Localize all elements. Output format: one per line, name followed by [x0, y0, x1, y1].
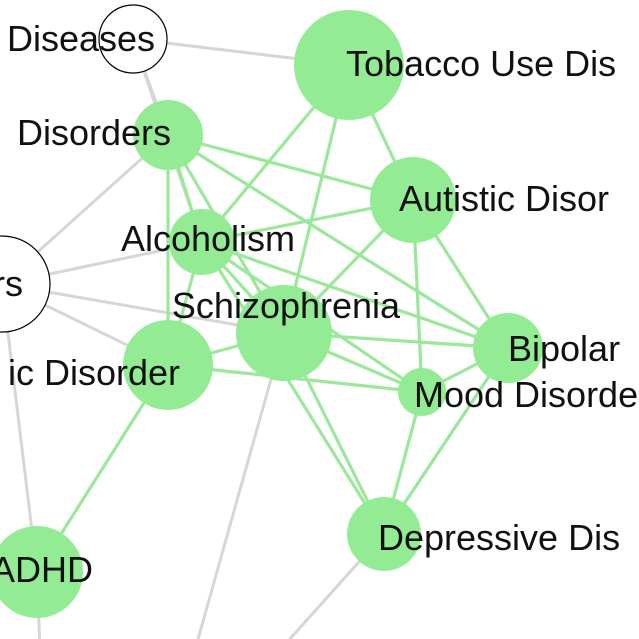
- node-alcoholism[interactable]: [169, 209, 235, 275]
- node-label-tobacco: Tobacco Use Dis: [346, 43, 616, 84]
- node-label-rs: rs: [0, 263, 23, 304]
- node-autistic[interactable]: [370, 157, 456, 243]
- node-labels: Diseases Disorders rs ic Disorder ADHD Tobacc…: [0, 18, 638, 590]
- node-diseases[interactable]: [98, 4, 168, 74]
- node-label-mood: Mood Disorde: [414, 374, 638, 415]
- edge-schizophrenia-offscreen_a: [196, 332, 286, 639]
- node-label-adhd: ADHD: [0, 549, 93, 590]
- node-schizophrenia[interactable]: [236, 285, 332, 381]
- node-label-diseases: Diseases: [7, 18, 155, 59]
- node-rs[interactable]: [0, 235, 51, 333]
- node-label-disorders: Disorders: [17, 112, 171, 153]
- node-depressive[interactable]: [347, 497, 421, 571]
- node-label-depressive: Depressive Dis: [378, 517, 620, 558]
- node-ic_disorder[interactable]: [123, 320, 213, 410]
- edge-alcoholism-depressive: [200, 241, 386, 535]
- node-mood[interactable]: [398, 368, 446, 416]
- node-disorders[interactable]: [133, 100, 203, 170]
- node-label-schizophrenia: Schizophrenia: [172, 285, 401, 326]
- edge-disorders-bipolar: [167, 133, 509, 350]
- node-label-autistic: Autistic Disor: [399, 178, 609, 219]
- node-label-bipolar: Bipolar: [508, 328, 620, 369]
- graph-nodes: [0, 4, 543, 618]
- node-label-alcoholism: Alcoholism: [121, 218, 295, 259]
- edge-alcoholism-bipolar: [201, 240, 509, 350]
- node-adhd[interactable]: [0, 526, 83, 618]
- edge-bipolar-depressive: [382, 347, 510, 535]
- node-label-ic_disorder: ic Disorder: [8, 352, 180, 393]
- node-bipolar[interactable]: [473, 313, 543, 383]
- node-tobacco[interactable]: [294, 10, 404, 120]
